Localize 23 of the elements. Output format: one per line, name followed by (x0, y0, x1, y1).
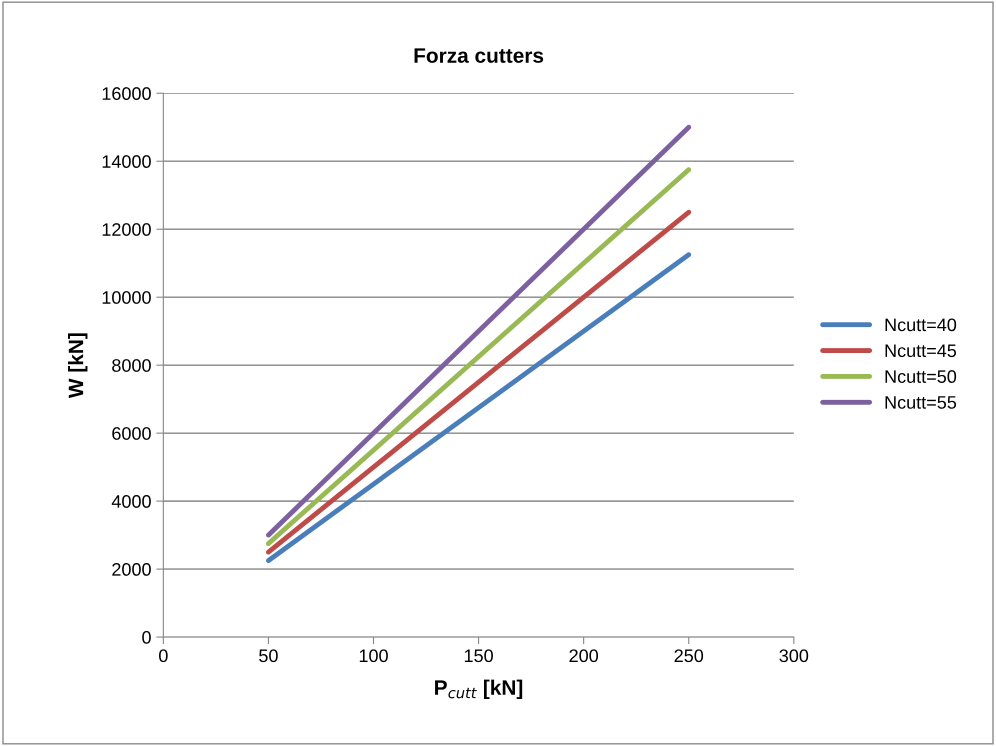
x-tick-label: 150 (464, 649, 493, 662)
legend-label: Ncutt=45 (886, 344, 956, 358)
x-tick-label: 0 (159, 649, 168, 662)
y-tick-label: 2000 (112, 563, 151, 576)
y-tick-label: 4000 (112, 495, 151, 508)
legend-label: Ncutt=55 (886, 396, 956, 409)
y-tick-label: 10000 (102, 291, 151, 304)
legend-label: Ncutt=40 (886, 318, 956, 332)
y-tick-label: 14000 (102, 155, 151, 168)
y-tick-label: 16000 (102, 87, 151, 100)
y-tick-label: 6000 (112, 427, 151, 440)
legend-label: Ncutt=50 (886, 370, 956, 383)
y-axis-title: W [kN] (68, 333, 88, 398)
y-tick-label: 8000 (112, 359, 151, 372)
x-tick-label: 50 (259, 649, 278, 662)
x-tick-label: 300 (779, 649, 808, 662)
x-tick-label: 200 (570, 649, 598, 662)
x-axis-title: P$_{cutt}$ [kN] (435, 680, 522, 700)
x-tick-label: 250 (674, 649, 704, 662)
y-tick-label: 12000 (102, 223, 151, 236)
chart-title: Forza cutters (414, 48, 544, 63)
x-tick-label: 100 (360, 649, 388, 662)
y-tick-label: 0 (142, 631, 151, 644)
